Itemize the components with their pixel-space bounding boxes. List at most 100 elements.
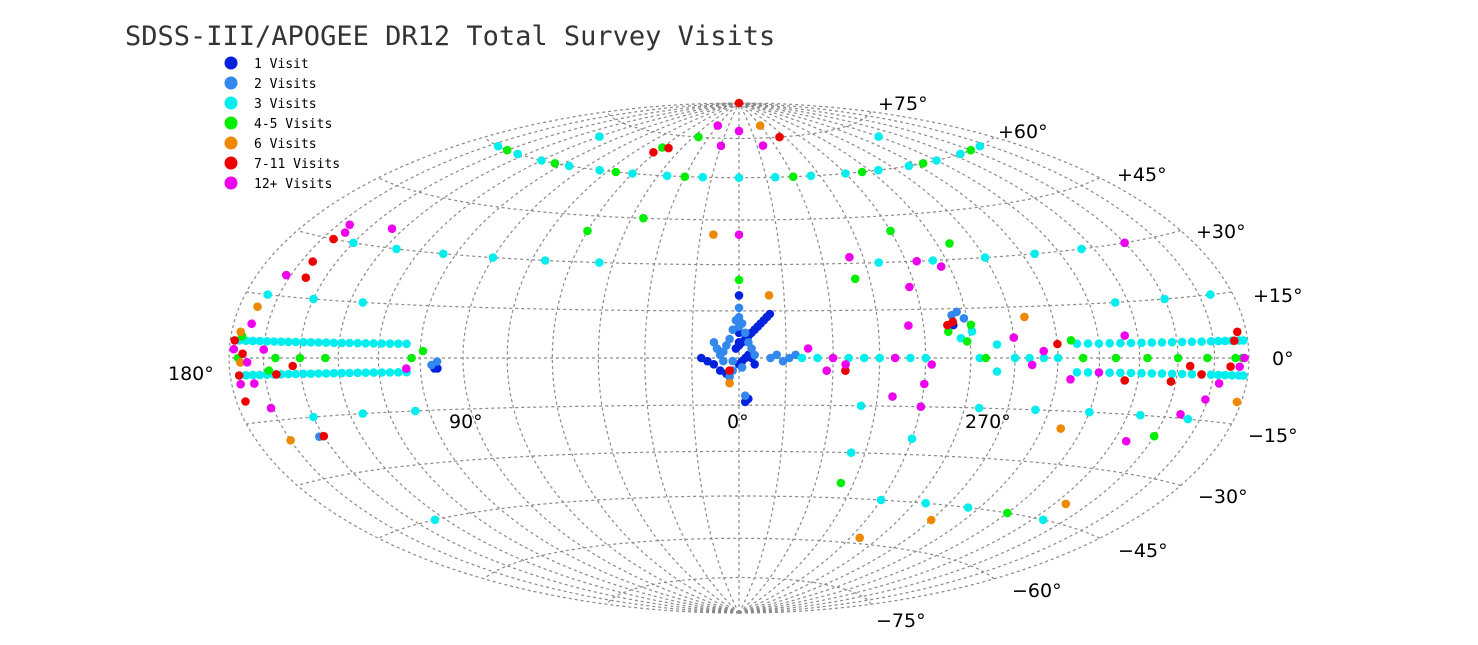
data-point — [1240, 353, 1249, 363]
data-point — [1083, 368, 1093, 377]
data-point — [345, 220, 355, 229]
data-point — [716, 141, 726, 151]
data-point — [664, 143, 673, 153]
latitude-label: +15° — [1253, 285, 1303, 307]
legend-marker — [224, 76, 238, 90]
data-point — [770, 172, 780, 182]
data-point — [1213, 336, 1223, 346]
latitude-label: +75° — [878, 93, 928, 115]
data-point — [639, 213, 648, 223]
data-point — [680, 172, 690, 181]
data-point — [272, 370, 281, 379]
data-point — [1126, 368, 1136, 378]
data-point — [874, 165, 883, 175]
data-point — [1226, 362, 1235, 371]
data-point — [337, 338, 347, 348]
legend-marker — [224, 136, 238, 150]
data-point — [583, 226, 592, 236]
data-point — [611, 167, 621, 177]
data-point — [728, 325, 738, 335]
data-point — [432, 357, 442, 366]
data-point — [975, 353, 985, 363]
data-point — [236, 379, 245, 389]
data-point — [513, 149, 522, 159]
data-point — [788, 172, 798, 181]
data-point — [418, 346, 428, 356]
longitude-grid-line — [337, 102, 740, 614]
latitude-grid-line — [246, 404, 1232, 425]
data-point — [740, 328, 750, 338]
data-point — [845, 252, 854, 262]
data-point — [1214, 379, 1224, 388]
data-point — [906, 353, 915, 363]
data-point — [1105, 339, 1114, 348]
data-point — [1105, 368, 1114, 378]
data-point — [874, 132, 883, 141]
longitude-labels: 180° 90° 0° 270° — [168, 363, 1011, 433]
data-point — [1072, 368, 1082, 377]
data-point — [1187, 337, 1197, 347]
longitude-grid-line — [738, 102, 1141, 614]
data-point — [912, 256, 921, 266]
data-point — [1078, 353, 1088, 363]
data-point — [1056, 424, 1065, 433]
data-point — [266, 403, 276, 413]
latitude-label: −15° — [1248, 425, 1298, 447]
data-point — [301, 273, 311, 283]
data-point — [284, 337, 293, 347]
data-point — [980, 253, 990, 262]
data-point — [734, 173, 744, 182]
data-point — [1185, 361, 1195, 371]
data-point — [1061, 499, 1071, 509]
legend-label: 4-5 Visits — [254, 117, 332, 132]
data-point — [411, 406, 420, 416]
data-point — [242, 358, 252, 367]
data-point — [944, 327, 953, 337]
data-point — [564, 161, 574, 171]
data-point — [1143, 353, 1152, 363]
data-point — [846, 448, 856, 458]
latitude-grid-line — [297, 450, 1181, 487]
data-point — [1126, 338, 1136, 348]
data-point — [966, 145, 976, 155]
data-point — [394, 368, 403, 377]
data-point — [1009, 333, 1019, 342]
data-point — [340, 228, 350, 237]
data-point — [628, 169, 637, 178]
longitude-grid-line — [738, 102, 881, 614]
data-point — [345, 338, 354, 348]
data-point — [236, 327, 245, 337]
data-point — [361, 339, 370, 348]
data-point — [488, 253, 498, 262]
data-point — [358, 298, 368, 307]
data-point — [828, 353, 838, 363]
data-point — [402, 364, 411, 373]
data-point — [430, 515, 440, 525]
data-point — [271, 353, 280, 363]
data-point — [1231, 353, 1240, 363]
data-point — [806, 171, 816, 181]
data-point — [319, 431, 329, 441]
data-point — [241, 397, 250, 406]
data-point — [1183, 414, 1193, 424]
data-point — [956, 149, 965, 159]
data-point — [1085, 407, 1094, 417]
data-point — [841, 360, 850, 369]
longitude-grid-line — [419, 102, 740, 614]
longitude-label: 90° — [449, 411, 483, 433]
data-point — [369, 368, 379, 377]
data-point — [649, 148, 658, 157]
data-point — [1136, 410, 1145, 420]
data-point — [595, 165, 604, 175]
legend-marker — [224, 176, 238, 190]
data-points — [229, 98, 1249, 543]
data-point — [992, 340, 1002, 349]
data-point — [841, 366, 850, 376]
data-point — [1157, 338, 1167, 347]
data-point — [709, 338, 719, 347]
legend-marker — [224, 116, 238, 130]
data-point — [377, 368, 387, 377]
latitude-label: +60° — [998, 121, 1048, 143]
legend-label: 7-11 Visits — [254, 157, 340, 172]
data-point — [709, 230, 718, 239]
